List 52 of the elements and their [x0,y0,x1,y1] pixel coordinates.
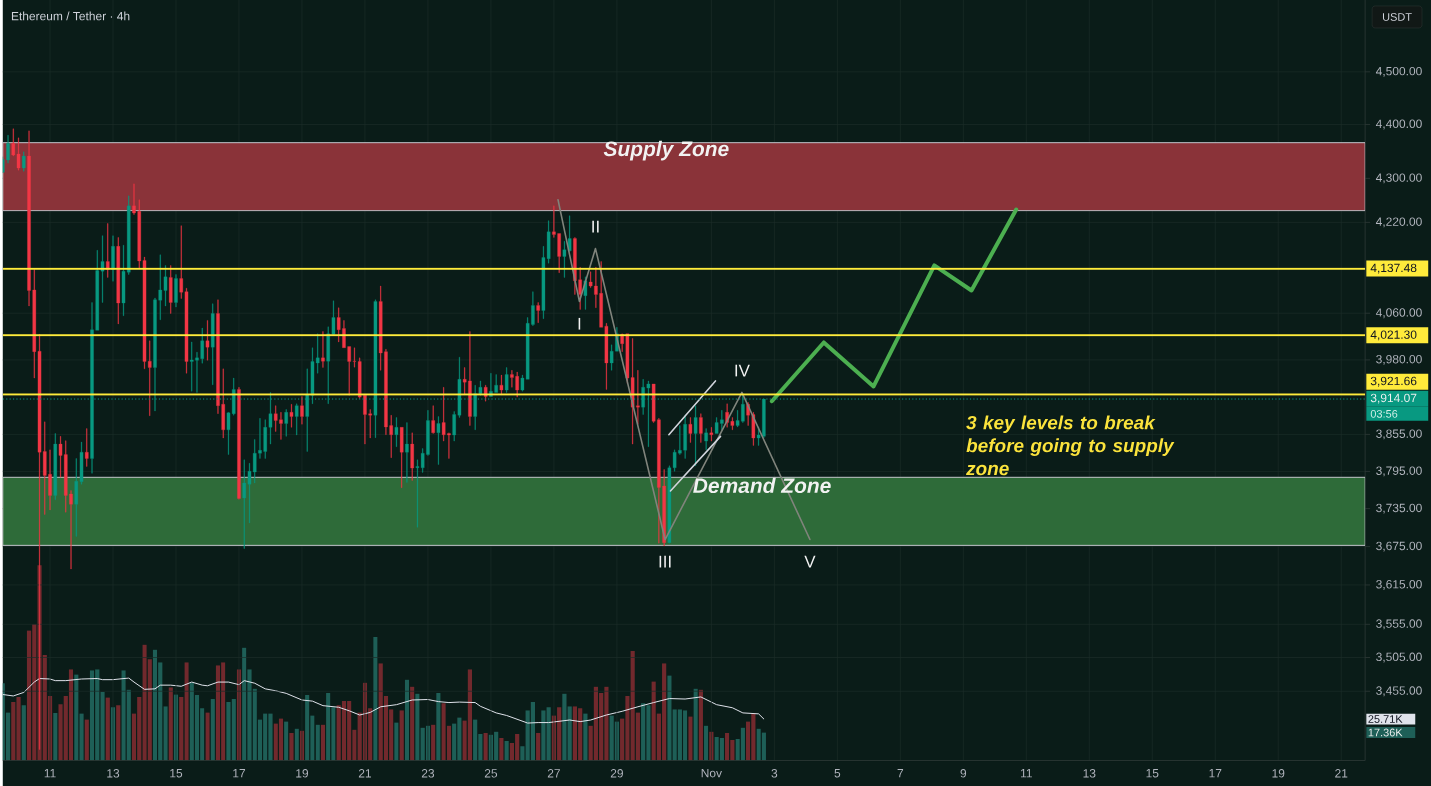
y-tick-label: 3,505.00 [1376,652,1422,663]
annotation: V [804,555,816,568]
x-tick-label: 17 [1209,768,1222,778]
ref-line-label: 4,021.30 [1370,330,1417,341]
annotation: 3 key levels to break before going to supply zone [966,415,1175,475]
annotation: IV [735,364,750,377]
x-tick-label: 17 [233,768,246,778]
x-tick-label: 21 [1335,768,1348,778]
y-tick-label: 4,300.00 [1375,173,1422,184]
y-tick-label: 3,615.00 [1376,579,1422,590]
text: Ethereum / Tether · 4h [11,11,130,21]
ref-line-label: 3,914.07 [1370,393,1417,404]
annotation: III [659,555,671,568]
x-tick-label: 19 [1272,768,1285,778]
y-tick-label: 3,555.00 [1376,619,1422,630]
x-tick-label: 5 [834,768,841,778]
x-tick-label: 11 [1020,768,1032,778]
y-tick-label: 4,060.00 [1375,308,1422,318]
y-tick-label: 3,855.00 [1376,429,1422,440]
x-tick-label: 13 [107,768,120,778]
x-tick-label: 21 [358,768,372,778]
ref-line-label: 4,137.48 [1370,263,1417,274]
x-tick-label: 15 [1146,768,1159,778]
y-tick-label: 3,795.00 [1376,466,1422,477]
y-tick-label: 4,400.00 [1375,119,1422,130]
x-tick-label: 27 [547,768,560,778]
x-tick-label: 11 [44,768,56,778]
x-tick-label: 9 [960,768,967,778]
annotation: Supply Zone [603,140,729,161]
annotation: I [578,317,581,330]
text: 03:56 [1370,409,1398,418]
x-tick-label: 13 [1083,768,1096,778]
y-tick-label: 3,980.00 [1376,354,1422,365]
annotation: Demand Zone [693,477,831,493]
y-axis-title: USDT [1382,12,1412,21]
y-tick-label: 4,220.00 [1375,217,1422,228]
y-tick-label: 3,675.00 [1376,541,1422,552]
y2-tick-label: 25.71K [1368,714,1403,723]
x-tick-label: 25 [484,768,498,778]
y-tick-label: 3,455.00 [1376,686,1422,696]
x-tick-label: Nov [701,768,722,778]
x-tick-label: 23 [421,768,435,778]
x-tick-label: 15 [170,768,183,778]
x-tick-label: 29 [610,768,623,778]
annotation: II [592,220,599,233]
ref-line-label: 3,921.66 [1370,376,1417,387]
x-tick-label: 19 [296,768,309,778]
x-tick-label: 7 [897,768,904,778]
y-tick-label: 4,500.00 [1375,66,1422,77]
y2-tick-label: 17.36K [1368,728,1403,737]
y-tick-label: 3,735.00 [1376,503,1422,514]
x-tick-label: 3 [771,768,778,778]
